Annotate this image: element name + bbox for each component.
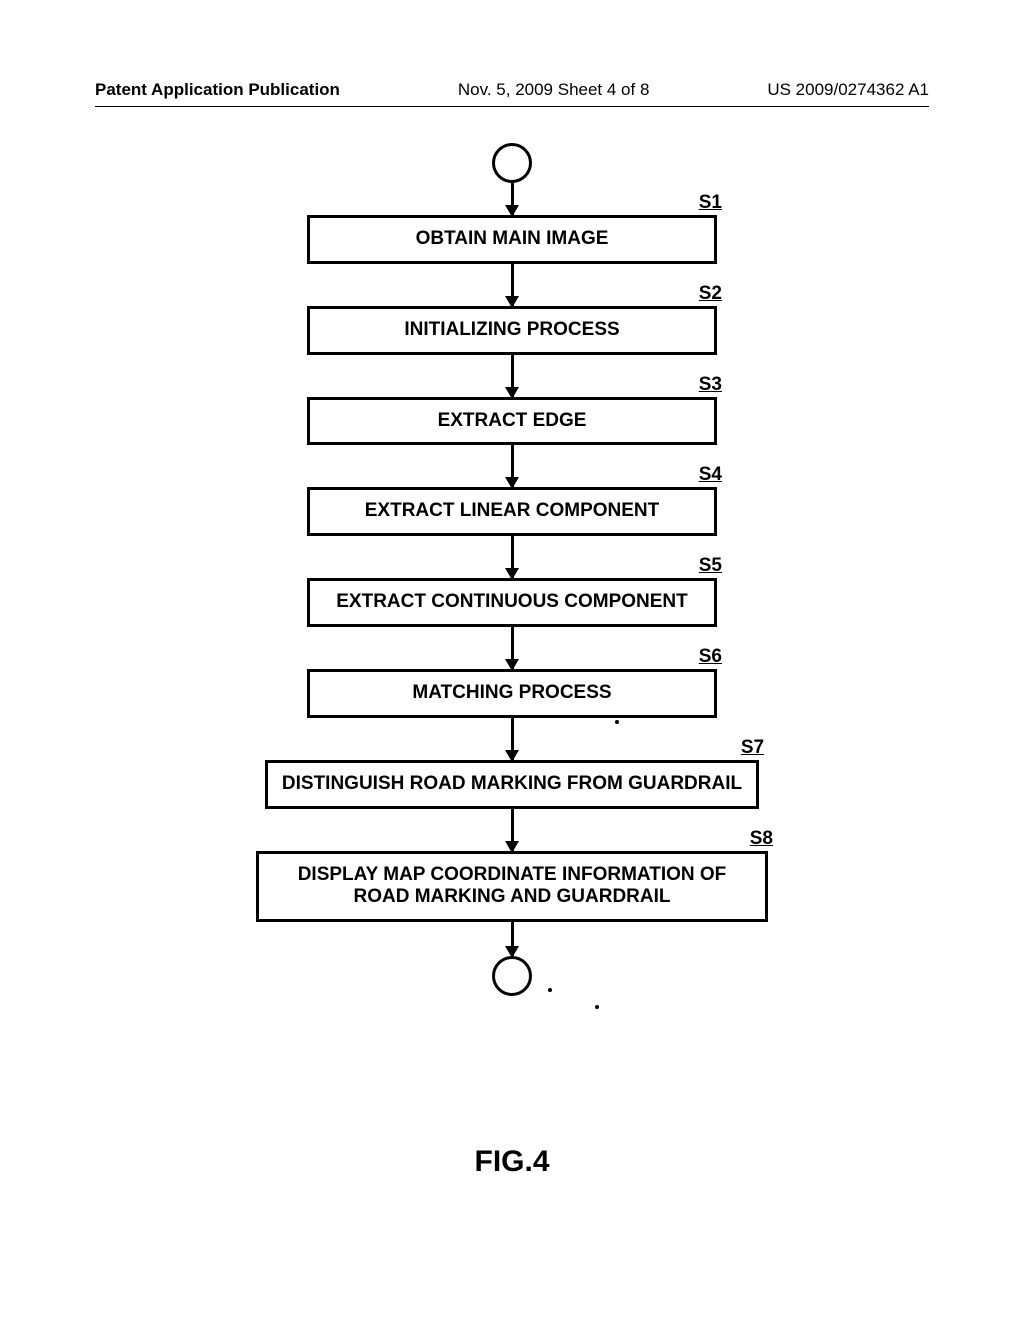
header-date-sheet: Nov. 5, 2009 Sheet 4 of 8 (458, 80, 650, 100)
step-label: S5 (699, 555, 722, 577)
step-box: OBTAIN MAIN IMAGE (307, 215, 717, 264)
step-s2: S2 INITIALIZING PROCESS (307, 306, 717, 355)
arrow-icon (511, 536, 514, 578)
step-label: S7 (741, 737, 764, 759)
end-terminal (492, 956, 532, 996)
step-s8: S8 DISPLAY MAP COORDINATE INFORMATION OF… (256, 851, 768, 923)
step-label: S6 (699, 646, 722, 668)
arrow-icon (511, 718, 514, 760)
arrow-icon (511, 355, 514, 397)
dot-mark (615, 720, 619, 724)
dot-mark (595, 1005, 599, 1009)
step-label: S4 (699, 464, 722, 486)
arrow-icon (511, 627, 514, 669)
step-label: S8 (750, 828, 773, 850)
arrow-icon (511, 183, 514, 215)
step-label: S3 (699, 374, 722, 396)
step-box: DISPLAY MAP COORDINATE INFORMATION OF RO… (256, 851, 768, 923)
step-box: EXTRACT EDGE (307, 397, 717, 446)
dot-mark (548, 988, 552, 992)
step-s6: S6 MATCHING PROCESS (307, 669, 717, 718)
step-box: DISTINGUISH ROAD MARKING FROM GUARDRAIL (265, 760, 759, 809)
step-s5: S5 EXTRACT CONTINUOUS COMPONENT (307, 578, 717, 627)
step-s7: S7 DISTINGUISH ROAD MARKING FROM GUARDRA… (265, 760, 759, 809)
start-terminal (492, 143, 532, 183)
figure-label: FIG.4 (474, 1145, 549, 1179)
step-s3: S3 EXTRACT EDGE (307, 397, 717, 446)
step-s4: S4 EXTRACT LINEAR COMPONENT (307, 487, 717, 536)
arrow-icon (511, 809, 514, 851)
flowchart: S1 OBTAIN MAIN IMAGE S2 INITIALIZING PRO… (256, 143, 768, 996)
header-divider (95, 106, 929, 107)
step-box: EXTRACT CONTINUOUS COMPONENT (307, 578, 717, 627)
step-s1: S1 OBTAIN MAIN IMAGE (307, 215, 717, 264)
step-box: EXTRACT LINEAR COMPONENT (307, 487, 717, 536)
page-header: Patent Application Publication Nov. 5, 2… (0, 80, 1024, 100)
step-box: INITIALIZING PROCESS (307, 306, 717, 355)
arrow-icon (511, 445, 514, 487)
step-label: S1 (699, 192, 722, 214)
arrow-icon (511, 264, 514, 306)
header-publication: Patent Application Publication (95, 80, 340, 100)
header-patent-number: US 2009/0274362 A1 (767, 80, 929, 100)
step-label: S2 (699, 283, 722, 305)
arrow-icon (511, 922, 514, 956)
step-box: MATCHING PROCESS (307, 669, 717, 718)
